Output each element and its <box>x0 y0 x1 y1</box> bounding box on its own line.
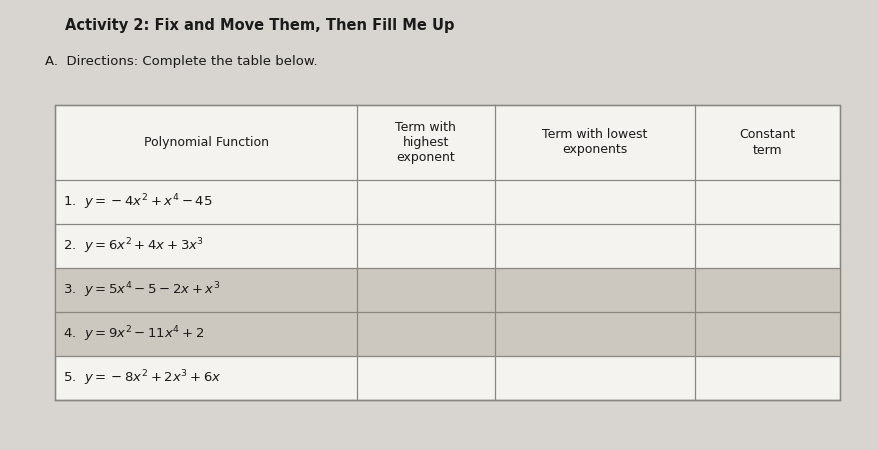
Text: Term with lowest
exponents: Term with lowest exponents <box>541 129 646 157</box>
Bar <box>55 105 839 400</box>
Text: 1.  $y = -4x^2 + x^4 - 45$: 1. $y = -4x^2 + x^4 - 45$ <box>63 192 212 212</box>
Text: 5.  $y = -8x^2 + 2x^3 + 6x$: 5. $y = -8x^2 + 2x^3 + 6x$ <box>63 368 221 388</box>
Text: 4.  $y = 9x^2 - 11x^4 + 2$: 4. $y = 9x^2 - 11x^4 + 2$ <box>63 324 204 344</box>
Text: Constant
term: Constant term <box>738 129 795 157</box>
Text: 3.  $y = 5x^4 - 5 - 2x + x^3$: 3. $y = 5x^4 - 5 - 2x + x^3$ <box>63 280 220 300</box>
Text: 2.  $y = 6x^2 + 4x + 3x^3$: 2. $y = 6x^2 + 4x + 3x^3$ <box>63 236 203 256</box>
Bar <box>55 268 839 312</box>
Text: Activity 2: Fix and Move Them, Then Fill Me Up: Activity 2: Fix and Move Them, Then Fill… <box>65 18 454 33</box>
Text: A.  Directions: Complete the table below.: A. Directions: Complete the table below. <box>45 55 317 68</box>
Text: Polynomial Function: Polynomial Function <box>144 136 268 149</box>
Bar <box>55 312 839 356</box>
Text: Term with
highest
exponent: Term with highest exponent <box>395 121 456 164</box>
